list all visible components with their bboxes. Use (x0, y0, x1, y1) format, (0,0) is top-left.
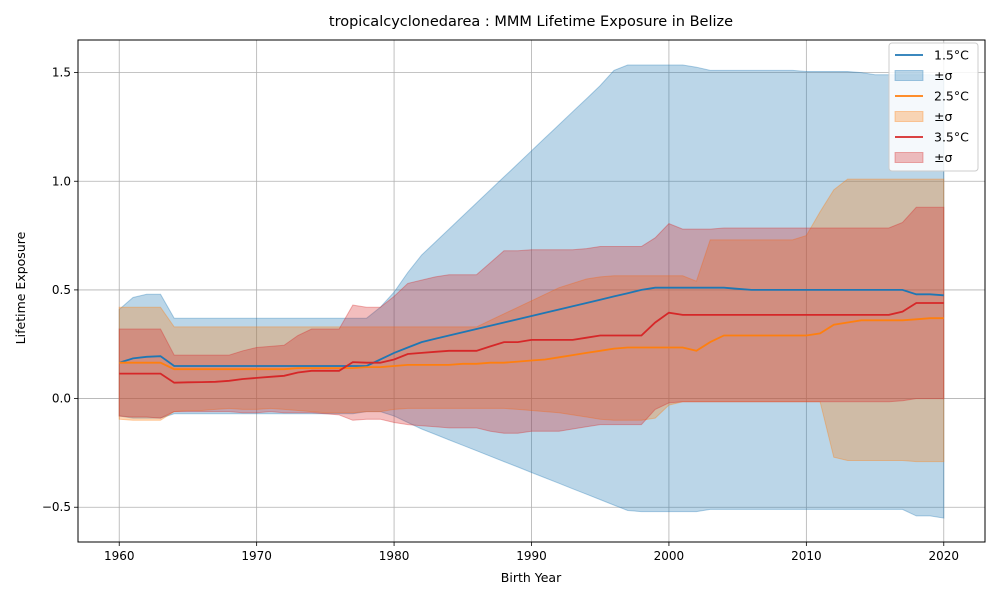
y-tick-label: 1.5 (52, 66, 71, 80)
y-tick-label: 0.5 (52, 283, 71, 297)
legend-band-label: ±σ (934, 109, 952, 124)
axis-ticks: 1960 1970 1980 1990 2000 2010 2020 −0.5 0.0 0.5 1.… (42, 66, 959, 563)
x-tick-label: 2000 (654, 549, 685, 563)
x-tick-label: 2020 (928, 549, 959, 563)
mean-lines (118, 286, 944, 384)
legend-band-label: ±σ (934, 150, 952, 165)
legend-label: 1.5°C (934, 48, 969, 63)
x-tick-label: 1980 (379, 549, 410, 563)
x-tick-label: 1990 (516, 549, 547, 563)
legend-band-label: ±σ (934, 68, 952, 83)
y-tick-label: 0.0 (52, 392, 71, 406)
x-axis-label: Birth Year (501, 570, 562, 585)
legend-band-swatch (894, 111, 924, 122)
legend-band-swatch (894, 152, 924, 163)
y-tick-label: 1.0 (52, 174, 71, 188)
legend-band-swatch (894, 70, 924, 81)
legend: 1.5°C ±σ 2.5°C ±σ 3.5°C ±σ (888, 42, 979, 172)
legend-label: 3.5°C (934, 130, 969, 145)
line-series-1 (119, 317, 944, 371)
band-series-0 (118, 64, 945, 519)
x-tick-label: 2010 (791, 549, 822, 563)
y-axis-label: Lifetime Exposure (13, 231, 28, 344)
legend-label: 2.5°C (934, 89, 969, 104)
chart-title: tropicalcyclonedarea : MMM Lifetime Expo… (329, 14, 733, 30)
uncertainty-bands (118, 64, 945, 519)
x-tick-label: 1960 (104, 549, 135, 563)
line-series-0 (118, 286, 944, 367)
line-series-2 (119, 302, 944, 384)
x-tick-label: 1970 (241, 549, 272, 563)
band-series-2 (118, 206, 945, 434)
y-tick-label: −0.5 (42, 500, 71, 514)
legend-box (888, 42, 979, 172)
band-series-1 (118, 178, 945, 463)
